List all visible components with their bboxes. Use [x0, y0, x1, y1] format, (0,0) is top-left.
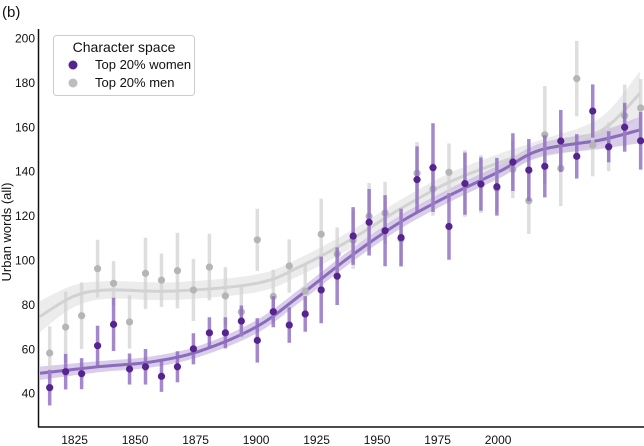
women-data-point [541, 162, 549, 170]
men-data-point [253, 236, 261, 244]
men-data-point [62, 323, 70, 331]
women-data-point [237, 317, 245, 325]
men-data-point [93, 265, 102, 273]
x-tick-label: 1975 [424, 433, 451, 446]
women-data-point [109, 320, 118, 328]
x-tick-label: 1950 [364, 433, 391, 446]
women-data-point [205, 329, 213, 337]
men-data-point [46, 349, 54, 357]
women-data-point [221, 329, 229, 337]
women-data-point [429, 164, 437, 172]
men-data-point [157, 276, 166, 284]
women-data-point [253, 336, 261, 344]
women-data-point [301, 310, 309, 318]
y-tick-labels: 40 60 80 100 120 140 160 180 200 [15, 32, 35, 401]
panel-label: (b) [2, 4, 20, 21]
x-tick-label: 1850 [122, 433, 149, 446]
legend-men-marker [68, 78, 78, 88]
x-tick-label: 1900 [243, 433, 270, 446]
x-tick-label: 1825 [61, 433, 88, 446]
women-data-point [93, 342, 102, 350]
y-tick-label: 80 [22, 298, 36, 312]
women-data-point [589, 107, 597, 115]
legend-title: Character space [73, 39, 176, 55]
men-data-point [125, 318, 134, 326]
y-tick-label: 40 [22, 387, 36, 401]
x-tick-label: 1875 [182, 433, 209, 446]
women-data-point [365, 218, 373, 226]
men-data-point [445, 168, 453, 176]
women-data-point [349, 232, 357, 240]
men-data-point [78, 312, 86, 320]
women-data-point [637, 137, 644, 145]
women-data-point [78, 370, 86, 378]
legend-men-label: Top 20% men [95, 75, 175, 90]
women-data-point [269, 308, 277, 316]
x-tick-labels: 1825 1850 1875 1900 1925 1950 1975 2000 [61, 433, 512, 446]
men-data-point [573, 75, 581, 83]
men-data-point [173, 267, 182, 275]
y-tick-label: 60 [22, 342, 36, 356]
women-data-point [493, 183, 501, 191]
legend: Character space Top 20% women Top 20% me… [53, 35, 195, 96]
y-axis-label: Urban words (all) [0, 183, 14, 282]
men-confidence-band [39, 71, 640, 333]
legend-box [53, 35, 195, 96]
men-data-point [205, 263, 213, 271]
data-points [46, 40, 644, 406]
men-data-point [589, 141, 597, 149]
women-data-point [141, 363, 150, 371]
women-data-point [125, 365, 134, 373]
women-data-point [461, 180, 469, 188]
trend-bands [39, 71, 640, 380]
y-tick-label: 100 [15, 254, 35, 268]
legend-women-label: Top 20% women [95, 57, 191, 72]
women-data-point [285, 321, 293, 329]
men-data-point [285, 262, 293, 270]
women-data-point [621, 123, 629, 131]
women-data-point [173, 363, 182, 371]
women-data-point [573, 152, 581, 160]
women-data-point [413, 176, 421, 184]
men-data-point [109, 279, 118, 287]
women-data-point [525, 166, 533, 174]
men-data-point [189, 286, 198, 294]
women-data-point [605, 143, 613, 151]
y-tick-label: 160 [15, 120, 35, 134]
women-data-point [333, 272, 341, 280]
y-tick-label: 180 [15, 76, 35, 90]
y-tick-label: 120 [15, 209, 35, 223]
men-data-point [637, 104, 644, 112]
women-data-point [46, 384, 54, 392]
y-tick-label: 200 [15, 32, 35, 46]
women-data-point [157, 372, 166, 380]
women-trend-line [39, 128, 641, 375]
y-tick-label: 140 [15, 165, 35, 179]
men-data-point [141, 269, 150, 277]
women-data-point [557, 137, 565, 145]
women-data-point [445, 222, 453, 231]
men-data-point [317, 230, 325, 238]
women-data-point [317, 286, 325, 294]
men-data-point [221, 292, 229, 300]
x-tick-label: 1925 [303, 433, 330, 446]
trend-lines [39, 92, 641, 375]
women-data-point [509, 158, 517, 166]
women-data-point [189, 345, 198, 353]
women-data-point [397, 233, 405, 242]
legend-women-marker [68, 60, 78, 70]
men-data-point [301, 287, 309, 295]
x-tick-label: 2000 [485, 433, 512, 446]
women-data-point [381, 227, 389, 235]
men-data-point [541, 131, 549, 139]
women-data-point [477, 180, 485, 188]
women-data-point [62, 368, 70, 376]
women-confidence-band [39, 116, 640, 380]
